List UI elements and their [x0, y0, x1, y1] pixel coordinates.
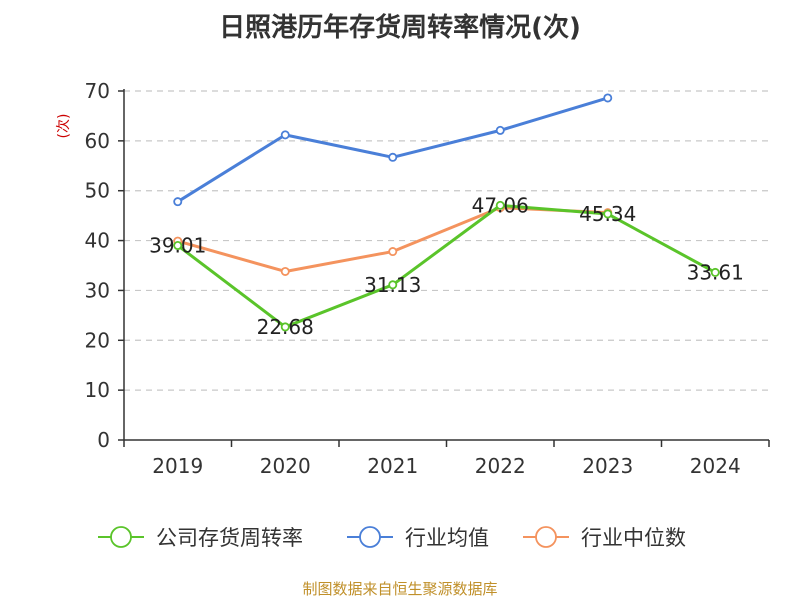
- legend-label: 行业均值: [405, 526, 489, 550]
- axis-layer: 0 10 20 30 40 50 60 70 2019 2020 2021 2022 2023 2024: [85, 79, 770, 478]
- legend-label: 公司存货周转率: [156, 526, 303, 550]
- data-point: [173, 197, 183, 207]
- x-tick-label: 2020: [260, 454, 311, 478]
- data-label: 45.34: [579, 202, 636, 226]
- legend-swatch-marker: [110, 526, 132, 548]
- x-tick-label: 2022: [475, 454, 526, 478]
- source-note: 制图数据来自恒生聚源数据库: [302, 580, 497, 598]
- y-tick-label: 50: [85, 179, 110, 203]
- data-label: 33.61: [687, 260, 744, 284]
- legend-swatch-marker: [535, 526, 557, 548]
- data-point: [280, 322, 290, 332]
- data-point: [495, 200, 505, 210]
- data-label: 39.01: [149, 234, 206, 258]
- x-tick-label: 2019: [152, 454, 203, 478]
- y-tick-label: 70: [85, 79, 110, 103]
- x-tick-label: 2023: [582, 454, 633, 478]
- data-point: [173, 241, 183, 251]
- y-tick-label: 60: [85, 129, 110, 153]
- series-layer: [173, 93, 720, 332]
- y-tick-label: 0: [97, 428, 110, 452]
- data-point: [388, 280, 398, 290]
- grid-layer: [124, 90, 769, 391]
- y-tick-label: 10: [85, 378, 110, 402]
- data-label: 47.06: [472, 193, 529, 217]
- data-point: [495, 125, 505, 135]
- data-point: [603, 209, 613, 219]
- chart-title: 日照港历年存货周转率情况(次): [219, 12, 581, 43]
- series-line: [176, 96, 610, 204]
- data-point: [388, 247, 398, 257]
- legend: 公司存货周转率 行业均值 行业中位数: [98, 526, 686, 550]
- data-point: [710, 267, 720, 277]
- data-label: 31.13: [364, 273, 421, 297]
- series-line: [176, 203, 717, 329]
- data-point: [388, 152, 398, 162]
- data-label: 22.68: [257, 315, 314, 339]
- y-tick-label: 40: [85, 229, 110, 253]
- y-tick-label: 30: [85, 278, 110, 302]
- data-point: [603, 93, 613, 103]
- y-tick-label: 20: [85, 328, 110, 352]
- data-point: [280, 266, 290, 276]
- x-tick-label: 2021: [367, 454, 418, 478]
- y-axis-label: (次): [56, 114, 72, 139]
- legend-label: 行业中位数: [581, 526, 686, 550]
- data-point: [280, 130, 290, 140]
- legend-swatch-marker: [359, 526, 381, 548]
- series-line: [176, 206, 610, 273]
- data-label-layer: 39.01 22.68 31.13 47.06 45.34 33.61: [149, 193, 744, 339]
- x-tick-label: 2024: [690, 454, 741, 478]
